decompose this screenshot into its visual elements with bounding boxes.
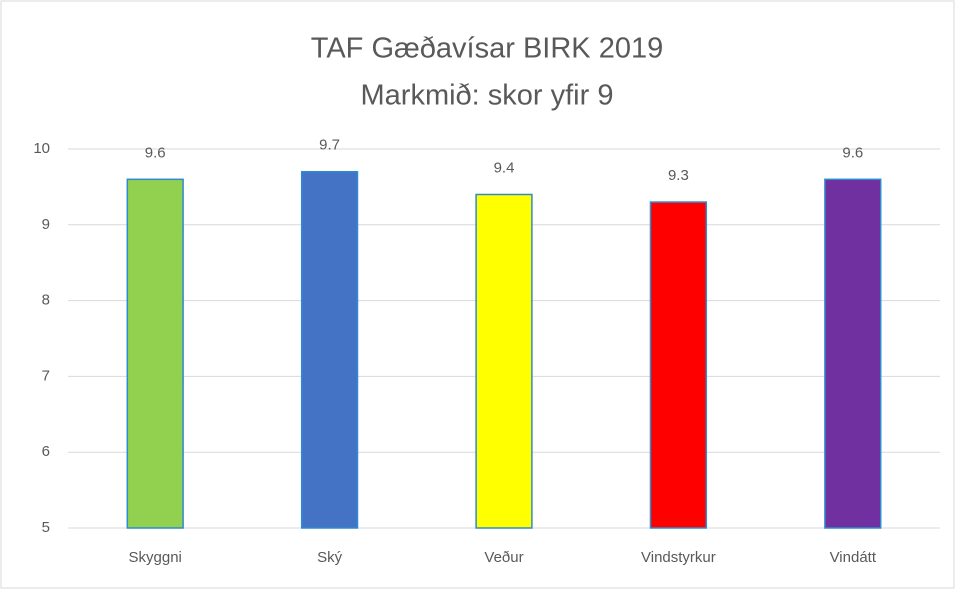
x-tick-label: Ský [317,549,343,566]
bar [649,201,708,529]
bar [126,178,184,529]
y-tick-label: 6 [42,443,50,460]
x-tick-label: Veður [484,549,523,566]
y-tick-label: 10 [33,140,50,157]
y-tick-label: 5 [42,519,50,536]
chart-title: TAF Gæðavísar BIRK 2019 [311,33,663,65]
bar [824,178,882,529]
x-tick-label: Vindátt [830,549,877,566]
y-tick-label: 8 [42,292,50,309]
x-tick-label: Skyggni [129,549,182,566]
x-tick-label: Vindstyrkur [641,549,716,566]
data-label: 9.6 [145,144,166,161]
bar [300,170,359,529]
y-tick-label: 9 [42,216,50,233]
chart-subtitle: Markmið: skor yfir 9 [361,80,614,112]
data-label: 9.7 [319,137,340,154]
bar [475,193,533,529]
data-label: 9.4 [494,159,515,176]
data-label: 9.3 [668,167,689,184]
y-tick-label: 7 [42,367,50,384]
data-label: 9.6 [842,144,863,161]
